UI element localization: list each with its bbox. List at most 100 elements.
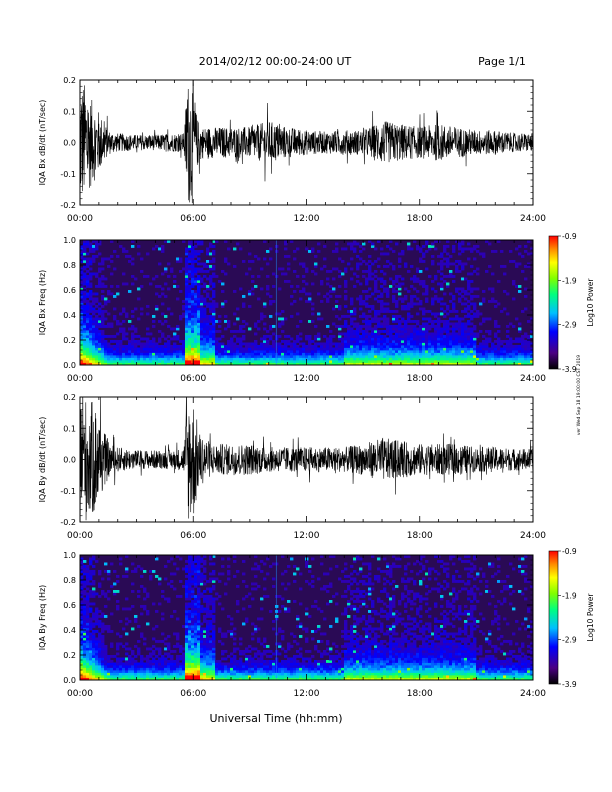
spectrogram-cell bbox=[320, 345, 324, 348]
spectrogram-cell bbox=[227, 357, 231, 361]
spectrogram-cell bbox=[194, 255, 198, 258]
spectrogram-cell bbox=[518, 355, 522, 358]
spectrogram-cell bbox=[80, 612, 84, 616]
spectrogram-cell bbox=[419, 360, 423, 363]
spectrogram-cell bbox=[86, 617, 90, 621]
spectrogram-cell bbox=[194, 322, 198, 326]
spectrogram-cell bbox=[185, 280, 189, 283]
spectrogram-cell bbox=[446, 335, 450, 338]
spectrogram-cell bbox=[185, 602, 189, 606]
spectrogram-cell bbox=[200, 622, 204, 626]
spectrogram-cell bbox=[80, 647, 84, 651]
spectrogram-cell bbox=[311, 352, 315, 356]
spectrogram-cell bbox=[188, 352, 192, 356]
spectrogram-cell bbox=[158, 602, 162, 606]
spectrogram-cell bbox=[413, 335, 417, 338]
spectrogram-cell bbox=[134, 357, 138, 361]
spectrogram-cell bbox=[143, 597, 147, 601]
spectrogram-cell bbox=[434, 350, 438, 353]
spectrogram-cell bbox=[200, 662, 204, 666]
spectrogram-cell bbox=[164, 637, 168, 641]
spectrogram-cell bbox=[113, 250, 117, 253]
spectrogram-cell bbox=[86, 342, 90, 346]
spectrogram-cell bbox=[209, 345, 213, 348]
spectrogram-cell bbox=[209, 647, 213, 651]
spectrogram-cell bbox=[158, 262, 162, 266]
spectrogram-cell bbox=[353, 247, 357, 251]
spectrogram-cell bbox=[212, 267, 216, 271]
spectrogram-cell bbox=[98, 652, 102, 656]
spectrogram-cell bbox=[191, 660, 195, 663]
spectrogram-cell bbox=[206, 652, 210, 656]
spectrogram-cell bbox=[281, 350, 285, 353]
spectrogram-cell bbox=[242, 672, 246, 676]
spectrogram-cell bbox=[239, 340, 243, 343]
spectrogram-cell bbox=[347, 337, 351, 341]
spectrogram-cell bbox=[344, 297, 348, 301]
spectrogram-cell bbox=[119, 327, 123, 331]
spectrogram-cell bbox=[80, 337, 84, 341]
spectrogram-cell bbox=[107, 292, 111, 296]
spectrogram-cell bbox=[170, 360, 174, 363]
spectrogram-cell bbox=[365, 362, 369, 365]
spectrogram-cell bbox=[188, 635, 192, 638]
spectrogram-cell bbox=[161, 352, 165, 356]
spectrogram-cell bbox=[371, 357, 375, 361]
spectrogram-cell bbox=[455, 347, 459, 351]
spectrogram-cell bbox=[428, 362, 432, 365]
spectrogram-cell bbox=[113, 315, 117, 318]
spectrogram-cell bbox=[209, 622, 213, 626]
spectrogram-cell bbox=[101, 332, 105, 336]
spectrogram-cell bbox=[149, 347, 153, 351]
spectrogram-cell bbox=[80, 617, 84, 621]
spectrogram-cell bbox=[197, 605, 201, 608]
spectrogram-cell bbox=[86, 620, 90, 623]
spectrogram-cell bbox=[83, 637, 87, 641]
spectrogram-cell bbox=[164, 357, 168, 361]
spectrogram-cell bbox=[287, 280, 291, 283]
y-tick-label: 0.8 bbox=[63, 261, 76, 270]
spectrogram-cell bbox=[197, 327, 201, 331]
spectrogram-cell bbox=[470, 310, 474, 313]
spectrogram-cell bbox=[185, 597, 189, 601]
spectrogram-cell bbox=[140, 657, 144, 661]
spectrogram-cell bbox=[392, 287, 396, 291]
spectrogram-cell bbox=[137, 677, 141, 680]
spectrogram-cell bbox=[263, 240, 267, 243]
spectrogram-cell bbox=[485, 270, 489, 273]
spectrogram-cell bbox=[113, 347, 117, 351]
spectrogram-cell bbox=[227, 677, 231, 680]
spectrogram-cell bbox=[206, 677, 210, 680]
spectrogram-cell bbox=[86, 650, 90, 653]
spectrogram-cell bbox=[470, 362, 474, 365]
spectrogram-cell bbox=[176, 642, 180, 646]
spectrogram-cell bbox=[146, 337, 150, 341]
spectrogram-cell bbox=[470, 342, 474, 346]
spectrogram-cell bbox=[191, 635, 195, 638]
spectrogram-cell bbox=[239, 352, 243, 356]
spectrogram-cell bbox=[185, 632, 189, 636]
spectrogram-cell bbox=[245, 322, 249, 326]
spectrogram-cell bbox=[179, 290, 183, 293]
spectrogram-cell bbox=[212, 562, 216, 566]
spectrogram-cell bbox=[509, 322, 513, 326]
spectrogram-cell bbox=[164, 267, 168, 271]
spectrogram-cell bbox=[107, 675, 111, 678]
spectrogram-cell bbox=[212, 305, 216, 308]
spectrogram-cell bbox=[302, 287, 306, 291]
spectrogram-cell bbox=[524, 360, 528, 363]
spectrogram-cell bbox=[296, 340, 300, 343]
spectrogram-cell bbox=[482, 317, 486, 321]
spectrogram-cell bbox=[95, 292, 99, 296]
spectrogram-cell bbox=[434, 355, 438, 358]
spectrogram-cell bbox=[443, 335, 447, 338]
spectrogram-cell bbox=[89, 670, 93, 673]
spectrogram-cell bbox=[284, 360, 288, 363]
spectrogram-cell bbox=[470, 335, 474, 338]
spectrogram-cell bbox=[254, 285, 258, 288]
spectrogram-cell bbox=[386, 355, 390, 358]
spectrogram-cell bbox=[311, 350, 315, 353]
spectrogram-cell bbox=[80, 677, 84, 680]
spectrogram-cell bbox=[104, 675, 108, 678]
